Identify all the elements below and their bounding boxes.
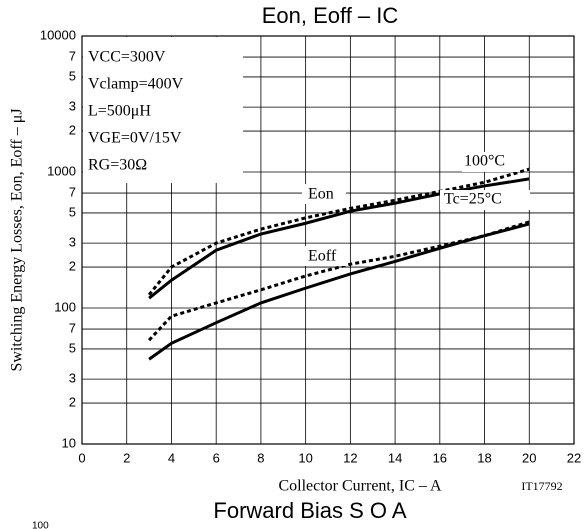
condition-text: Vclamp=400V [88,76,184,93]
series-line [147,220,530,342]
condition-box [83,37,243,183]
next-chart-title: Forward Bias S O A [213,498,407,523]
x-axis-label: Collector Current, IC – A [278,478,442,495]
y-tick-label: 10 [62,435,76,450]
x-tick-label: 0 [78,450,85,465]
x-tick-label: 14 [388,450,402,465]
next-chart-tick: 100 [32,521,49,529]
figure-code: IT17792 [521,479,562,493]
annotation: 100°C [464,153,505,170]
x-tick-label: 2 [123,450,130,465]
plot-frame [81,35,575,445]
y-tick-label: 2 [69,258,76,273]
chart-title: Eon, Eoff – IC [262,3,399,28]
condition-text: VCC=300V [88,49,166,66]
series-label: Eon [308,186,334,203]
x-tick-label: 22 [567,450,581,465]
y-tick-label: 5 [69,340,76,355]
condition-text: VGE=0V/15V [88,130,182,147]
y-tick-label: 2 [69,122,76,137]
y-tick-label: 1000 [47,163,76,178]
y-tick-label: 3 [69,235,76,250]
y-tick-label: 3 [69,99,76,114]
annotation: Tc=25°C [444,191,502,208]
x-tick-label: 6 [213,450,220,465]
series-line [148,177,530,300]
annotation-bg [440,190,530,210]
series-label: Eoff [308,248,337,265]
y-tick-label: 2 [69,394,76,409]
y-tick-label: 100 [54,299,76,314]
y-tick-label: 10000 [40,27,76,42]
x-tick-label: 18 [477,450,491,465]
y-tick-label: 7 [69,321,76,336]
x-tick-label: 10 [298,450,312,465]
series-line [147,167,530,296]
x-tick-label: 20 [522,450,536,465]
annotation-bg [462,152,520,172]
y-tick-label: 5 [69,204,76,219]
x-tick-label: 12 [343,450,357,465]
condition-text: RG=30Ω [88,157,147,174]
condition-text: L=500μH [88,103,151,120]
x-tick-label: 8 [257,450,264,465]
x-tick-label: 16 [433,450,447,465]
y-tick-label: 5 [69,68,76,83]
y-tick-label: 7 [69,49,76,64]
y-axis-label: Switching Energy Losses, Eon, Eoff – μJ [9,108,26,371]
y-tick-label: 3 [69,371,76,386]
annotation-bg [302,246,348,266]
series-line [148,222,530,361]
annotation-bg [302,184,346,204]
y-tick-label: 7 [69,185,76,200]
x-tick-label: 4 [168,450,175,465]
